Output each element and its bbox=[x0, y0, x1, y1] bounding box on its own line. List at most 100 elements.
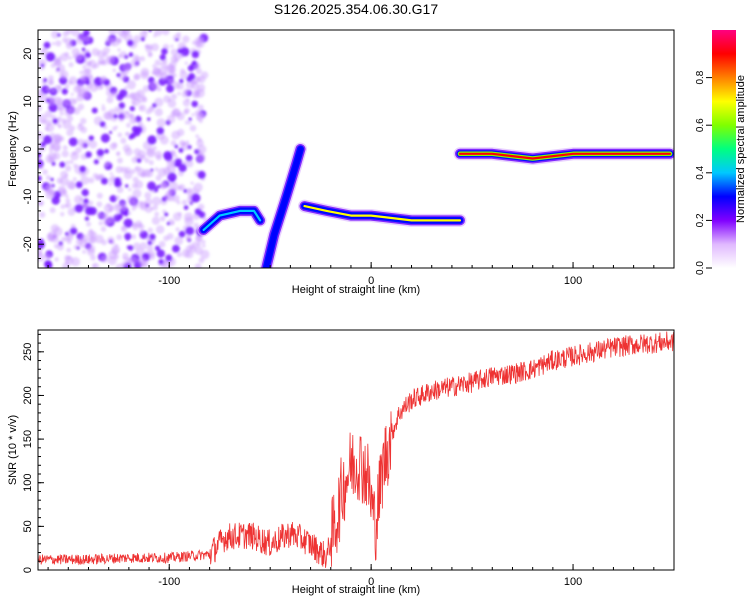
noise-blob bbox=[134, 180, 144, 189]
noise-blob bbox=[64, 255, 74, 265]
noise-blob bbox=[146, 117, 151, 121]
noise-blob bbox=[86, 247, 96, 256]
noise-blob bbox=[171, 244, 180, 253]
noise-blob bbox=[105, 36, 114, 45]
noise-blob bbox=[103, 111, 112, 120]
noise-blob bbox=[128, 93, 135, 99]
noise-blob bbox=[97, 57, 106, 66]
noise-blob bbox=[79, 165, 87, 173]
signal-trace-stroke bbox=[458, 152, 672, 160]
noise-blob bbox=[114, 203, 120, 209]
noise-blob bbox=[100, 226, 107, 232]
noise-blob bbox=[85, 81, 90, 85]
noise-blob bbox=[60, 204, 66, 210]
noise-blob bbox=[89, 82, 99, 93]
noise-blob bbox=[195, 68, 202, 75]
noise-blob bbox=[124, 184, 129, 188]
noise-blob bbox=[166, 221, 171, 226]
snr-series-line bbox=[38, 331, 674, 568]
noise-blob bbox=[96, 201, 103, 208]
noise-blob bbox=[116, 186, 124, 194]
noise-blob bbox=[62, 37, 68, 43]
noise-blob bbox=[90, 254, 96, 261]
snr-ytick-label: 50 bbox=[22, 520, 34, 532]
noise-blob bbox=[131, 125, 139, 133]
noise-blob bbox=[87, 229, 95, 238]
snr-ytick-label: 0 bbox=[22, 567, 34, 573]
noise-blob bbox=[125, 94, 130, 99]
noise-blob bbox=[100, 75, 107, 83]
signal-trace-stroke bbox=[265, 147, 302, 268]
noise-blob bbox=[195, 134, 199, 138]
noise-blob bbox=[162, 209, 167, 214]
noise-blob bbox=[154, 59, 161, 66]
noise-blob bbox=[172, 34, 181, 42]
noise-blob bbox=[65, 198, 71, 204]
noise-region bbox=[38, 30, 210, 268]
noise-blob bbox=[111, 247, 119, 256]
signal-trace-stroke bbox=[303, 205, 462, 222]
colorbar: 0.0 0.2 0.4 0.6 0.8 Normalized spectral ampl… bbox=[695, 30, 747, 275]
noise-blob bbox=[74, 204, 84, 213]
noise-blob bbox=[126, 195, 137, 205]
noise-blob bbox=[45, 98, 50, 103]
noise-blob bbox=[51, 30, 60, 39]
noise-blob bbox=[48, 145, 54, 151]
spectrogram-xtick-label: -100 bbox=[158, 275, 180, 287]
noise-blob bbox=[170, 44, 174, 48]
snr-ytick-label: 100 bbox=[22, 474, 34, 492]
noise-blob bbox=[66, 233, 74, 241]
noise-blob bbox=[160, 216, 166, 222]
noise-blob bbox=[137, 121, 144, 127]
noise-blob bbox=[114, 243, 119, 248]
noise-blob bbox=[129, 113, 134, 118]
noise-blob bbox=[45, 175, 52, 181]
noise-blob bbox=[80, 143, 86, 149]
noise-blob bbox=[179, 70, 188, 80]
noise-blob bbox=[170, 140, 177, 147]
noise-blob bbox=[133, 148, 141, 156]
signal-trace-3 bbox=[298, 199, 467, 227]
noise-blob bbox=[148, 160, 154, 166]
noise-blob bbox=[40, 141, 46, 148]
noise-blob bbox=[159, 135, 169, 145]
noise-blob bbox=[172, 194, 180, 203]
noise-blob bbox=[156, 249, 165, 258]
noise-blob bbox=[103, 125, 108, 130]
noise-blob bbox=[112, 126, 117, 131]
snr-background bbox=[38, 330, 674, 570]
noise-blob bbox=[124, 232, 132, 241]
noise-blob bbox=[57, 185, 67, 194]
noise-blob bbox=[170, 178, 175, 183]
noise-blob bbox=[147, 51, 153, 57]
spectrogram-ylabel: Frequency (Hz) bbox=[7, 111, 19, 187]
noise-blob bbox=[185, 154, 193, 162]
noise-blob bbox=[65, 30, 73, 35]
noise-blob bbox=[159, 54, 166, 61]
noise-blob bbox=[185, 226, 195, 236]
noise-blob bbox=[96, 192, 103, 199]
noise-blob bbox=[198, 257, 205, 264]
noise-blob bbox=[59, 111, 64, 116]
noise-blob bbox=[152, 145, 157, 151]
noise-blob bbox=[39, 164, 44, 170]
noise-blob bbox=[184, 216, 194, 227]
noise-blob bbox=[105, 55, 115, 65]
noise-blob bbox=[165, 84, 175, 93]
spectrogram-ytick-label: -20 bbox=[22, 236, 34, 252]
noise-blob bbox=[144, 205, 153, 214]
noise-blob bbox=[96, 148, 105, 157]
noise-blob bbox=[72, 98, 78, 104]
noise-blob bbox=[186, 159, 194, 168]
noise-blob bbox=[54, 58, 62, 67]
noise-blob bbox=[64, 173, 69, 178]
noise-blob bbox=[131, 206, 136, 211]
noise-blob bbox=[135, 56, 141, 62]
noise-blob bbox=[71, 30, 80, 37]
noise-blob bbox=[44, 110, 52, 118]
noise-blob bbox=[51, 42, 56, 46]
noise-blob bbox=[161, 30, 170, 36]
noise-blob bbox=[38, 104, 43, 112]
noise-blob bbox=[183, 205, 189, 210]
noise-blob bbox=[140, 71, 149, 80]
